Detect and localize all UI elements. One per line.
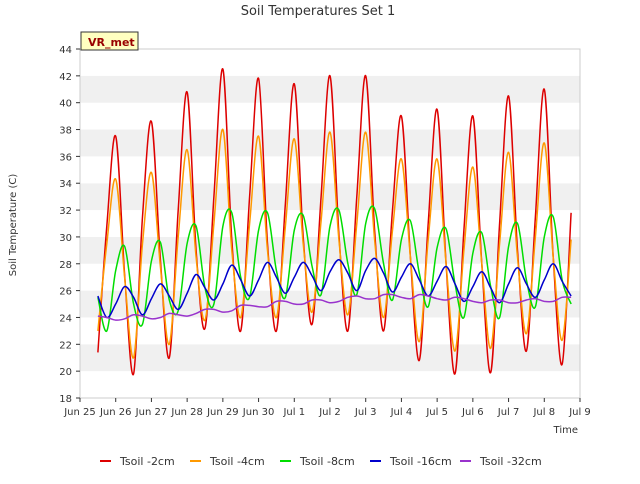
x-tick-label: Jul 4 xyxy=(390,407,413,418)
x-tick-label: Jul 5 xyxy=(425,407,448,418)
series-line-tsoil-2cm xyxy=(97,68,572,376)
series-line-tsoil-8cm xyxy=(97,205,572,332)
station-label-text: VR_met xyxy=(88,36,135,49)
y-tick-label: 22 xyxy=(59,340,72,351)
series-line-tsoil-4cm xyxy=(97,128,572,359)
y-tick-label: 20 xyxy=(59,367,72,378)
x-tick-label: Jun 27 xyxy=(135,407,168,418)
x-tick-label: Jun 28 xyxy=(170,407,203,418)
grid-band xyxy=(80,75,580,103)
y-tick-label: 28 xyxy=(59,260,72,271)
y-tick-label: 36 xyxy=(59,152,72,163)
x-tick-label: Jul 6 xyxy=(461,407,484,418)
y-tick-label: 42 xyxy=(59,72,72,83)
x-tick-label: Jun 29 xyxy=(206,407,239,418)
grid-band xyxy=(80,371,580,398)
grid-band xyxy=(80,156,580,184)
x-tick-label: Jul 1 xyxy=(282,407,305,418)
legend-item-label: Tsoil -32cm xyxy=(479,455,542,468)
y-tick-label: 24 xyxy=(59,313,72,324)
grid-band xyxy=(80,49,580,76)
series-line-tsoil-16cm xyxy=(97,257,572,319)
grid-band xyxy=(80,183,580,211)
x-tick-label: Jul 2 xyxy=(318,407,341,418)
x-tick-label: Jul 7 xyxy=(497,407,520,418)
y-tick-label: 40 xyxy=(59,99,72,110)
x-axis-label: Time xyxy=(553,425,578,436)
legend-item-label: Tsoil -4cm xyxy=(209,455,265,468)
series-layer xyxy=(97,68,572,376)
x-tick-label: Jul 3 xyxy=(354,407,377,418)
y-tick-label: 30 xyxy=(59,233,72,244)
x-tick-label: Jun 25 xyxy=(63,407,96,418)
x-tick-label: Jun 26 xyxy=(99,407,132,418)
y-axis-label: Soil Temperature (C) xyxy=(8,174,19,277)
y-tick-label: 38 xyxy=(59,126,72,137)
y-tick-label: 34 xyxy=(59,179,72,190)
series-line-tsoil-32cm xyxy=(97,293,572,321)
station-label: VR_met xyxy=(80,31,139,51)
grid-band xyxy=(80,317,580,345)
legend: Tsoil -2cm Tsoil -4cm Tsoil -8cm Tsoil -16c… xyxy=(100,455,542,468)
x-tick-label: Jul 9 xyxy=(568,407,591,418)
legend-item-label: Tsoil -16cm xyxy=(389,455,452,468)
x-tick-label: Jun 30 xyxy=(242,407,275,418)
grid-band xyxy=(80,236,580,264)
y-tick-label: 26 xyxy=(59,287,72,298)
legend-item-label: Tsoil -8cm xyxy=(299,455,355,468)
legend-item-label: Tsoil -2cm xyxy=(119,455,175,468)
y-tick-label: 32 xyxy=(59,206,72,217)
grid-band xyxy=(80,344,580,372)
grid-band xyxy=(80,102,580,130)
x-tick-label: Jul 8 xyxy=(532,407,555,418)
chart-title: Soil Temperatures Set 1 xyxy=(241,4,396,19)
y-axis: 18 20 22 24 26 28 30 32 34 36 38 40 42 44 xyxy=(59,45,80,405)
y-tick-label: 44 xyxy=(59,45,72,56)
y-tick-label: 18 xyxy=(59,394,72,405)
x-axis: Jun 25 Jun 26 Jun 27 Jun 28 Jun 29 Jun 30 Jul … xyxy=(63,398,591,418)
